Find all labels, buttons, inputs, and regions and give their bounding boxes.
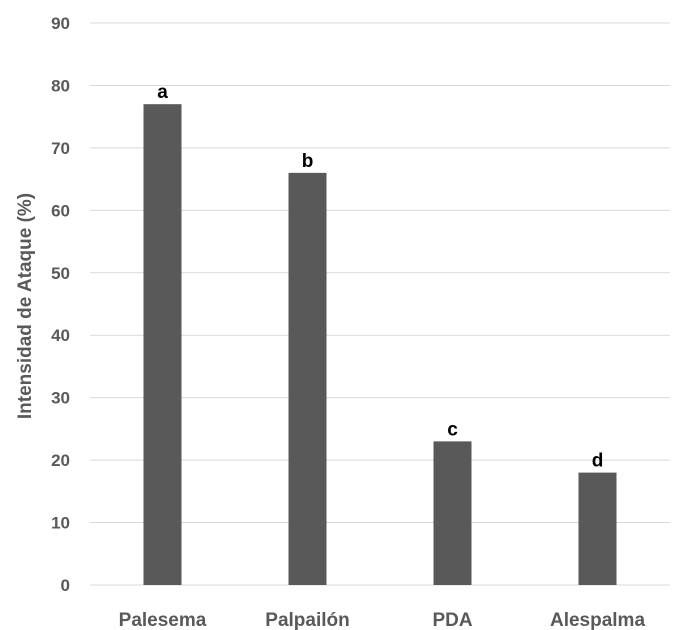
- x-axis-categories: Palesema Palpailón PDA Alespalma: [119, 610, 646, 630]
- data-label: b: [302, 151, 314, 172]
- y-tick-label: 0: [61, 576, 70, 595]
- y-tick-label: 80: [51, 76, 70, 95]
- y-tick-label: 10: [51, 514, 70, 533]
- y-tick-label: 70: [51, 139, 70, 158]
- bars: [143, 104, 617, 585]
- y-tick-label: 90: [51, 14, 70, 33]
- y-tick-label: 20: [51, 451, 70, 470]
- bar: [433, 441, 472, 585]
- y-tick-label: 40: [51, 326, 70, 345]
- bar: [288, 172, 327, 585]
- x-category-label: Alespalma: [550, 610, 645, 630]
- data-label: d: [592, 451, 604, 472]
- x-category-label: Palpailón: [265, 610, 349, 630]
- bar: [143, 104, 182, 585]
- y-axis-ticks: 0 10 20 30 40 50 60 70 80 90: [51, 14, 70, 595]
- y-axis-title: Intensidad de Ataque (%): [15, 193, 36, 419]
- x-category-label: PDA: [432, 610, 472, 630]
- y-tick-label: 60: [51, 201, 70, 220]
- x-category-label: Palesema: [119, 610, 207, 630]
- y-tick-label: 50: [51, 264, 70, 283]
- data-labels: a b c d: [157, 82, 603, 471]
- data-label: c: [447, 419, 458, 440]
- gridlines: [90, 22, 670, 586]
- data-label: a: [157, 82, 168, 103]
- y-tick-label: 30: [51, 389, 70, 408]
- bar: [578, 472, 617, 585]
